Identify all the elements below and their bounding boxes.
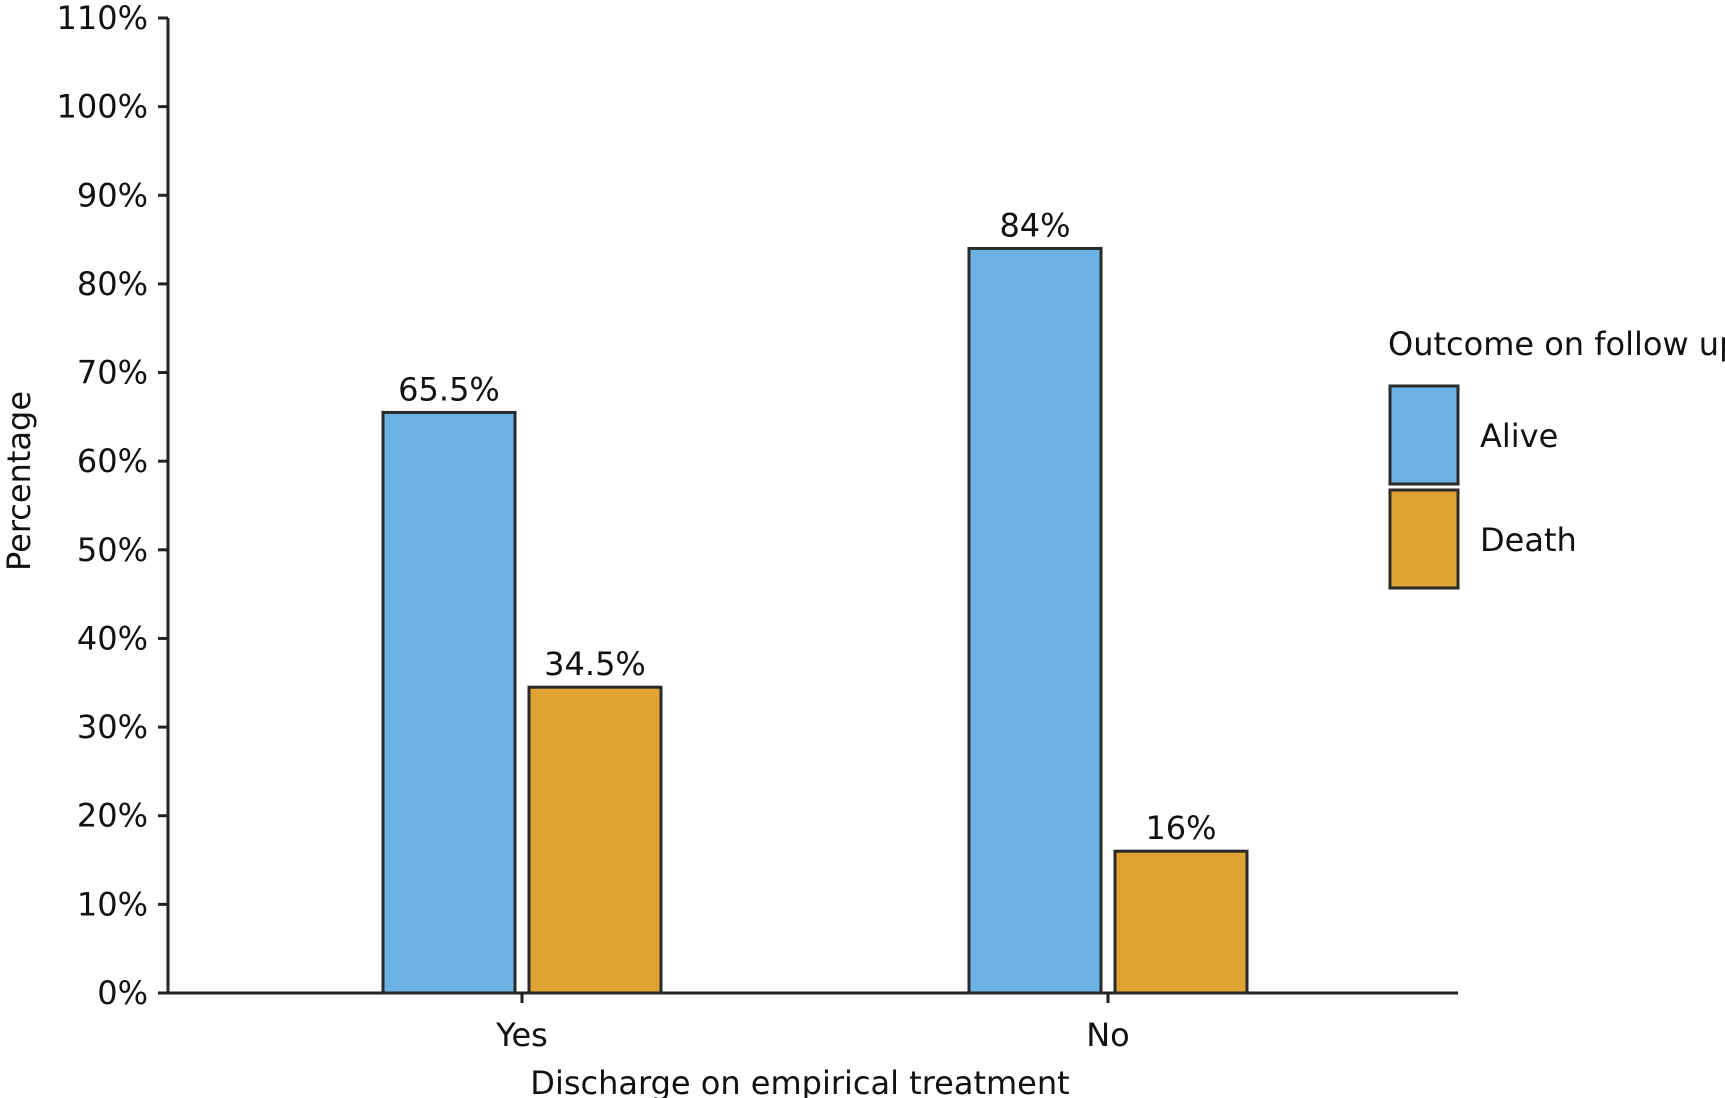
legend-swatch-alive <box>1388 384 1460 486</box>
data-labels: 65.5% 34.5% 84% 16% <box>398 206 1216 847</box>
axes <box>166 18 1458 995</box>
bar-death-yes <box>527 685 663 995</box>
y-tick-label: 60% <box>77 442 148 480</box>
data-label: 65.5% <box>398 370 500 408</box>
x-axis-title: Discharge on empirical treatment <box>530 1064 1069 1098</box>
x-tick-label: Yes <box>495 1016 548 1054</box>
legend-title: Outcome on follow up <box>1388 325 1725 363</box>
legend-label-alive: Alive <box>1480 417 1558 455</box>
bar-alive-yes <box>381 410 517 995</box>
x-ticks: Yes No <box>495 993 1130 1054</box>
y-axis-title: Percentage <box>0 391 38 571</box>
legend-swatch-death <box>1388 488 1460 590</box>
bar-death-no <box>1113 849 1249 995</box>
legend-items: Alive Death <box>1388 384 1577 590</box>
y-tick-label: 30% <box>77 708 148 746</box>
y-ticks: 0% 10% 20% 30% 40% 50% 60% 70% 80% 90% 100% 110% <box>57 0 168 1012</box>
bar-alive-no <box>967 246 1103 995</box>
data-label: 34.5% <box>544 645 646 683</box>
y-tick-label: 100% <box>57 88 148 126</box>
y-tick-label: 20% <box>77 797 148 835</box>
y-tick-label: 10% <box>77 885 148 923</box>
x-tick-label: No <box>1086 1016 1130 1054</box>
legend: Outcome on follow up Alive Death <box>1388 325 1725 590</box>
y-tick-label: 90% <box>77 176 148 214</box>
y-tick-label: 70% <box>77 354 148 392</box>
legend-label-death: Death <box>1480 521 1577 559</box>
bars <box>381 246 1249 995</box>
y-tick-label: 110% <box>57 0 148 37</box>
data-label: 84% <box>999 206 1070 244</box>
y-tick-label: 40% <box>77 619 148 657</box>
y-tick-label: 0% <box>97 974 148 1012</box>
data-label: 16% <box>1145 809 1216 847</box>
y-tick-label: 50% <box>77 531 148 569</box>
y-tick-label: 80% <box>77 265 148 303</box>
